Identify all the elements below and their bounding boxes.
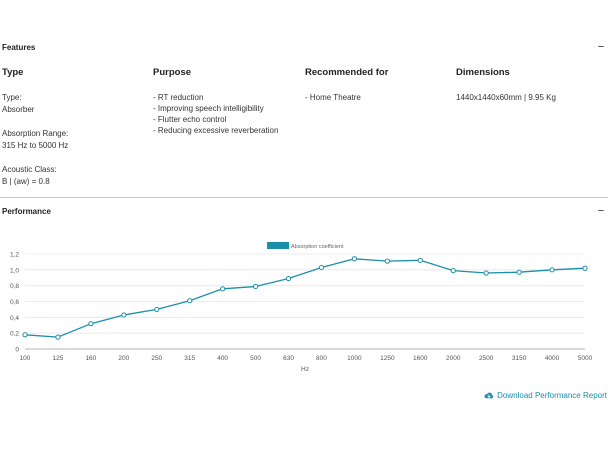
data-point [582, 265, 588, 271]
absorption-range-label: Absorption Range: [2, 129, 69, 138]
series-line [24, 258, 586, 338]
dimensions-value: 1440x1440x60mm | 9.95 Kg [456, 93, 556, 102]
data-point [483, 270, 489, 276]
x-tick-label: 4000 [545, 355, 560, 362]
type-heading: Type [2, 67, 24, 78]
data-point [55, 334, 61, 340]
x-axis-title: Hz [301, 366, 309, 373]
performance-collapse-toggle[interactable]: − [597, 205, 605, 217]
x-tick-label: 1000 [347, 355, 362, 362]
x-tick-label: 5000 [578, 355, 593, 362]
recommended-column: Recommended for - Home Theatre [305, 66, 455, 103]
recommended-item: - Home Theatre [305, 93, 361, 102]
y-tick-label: 0,6 [10, 299, 19, 306]
x-tick-label: 1600 [413, 355, 428, 362]
data-point [88, 321, 94, 327]
dimensions-column: Dimensions 1440x1440x60mm | 9.95 Kg [456, 66, 606, 103]
purpose-item: - Reducing excessive reverberation [153, 126, 279, 135]
y-tick-label: 0 [15, 347, 19, 354]
absorption-range-value: 315 Hz to 5000 Hz [2, 141, 69, 150]
performance-title: Performance [2, 206, 51, 216]
x-tick-label: 160 [85, 355, 96, 362]
y-tick-label: 1,0 [10, 267, 19, 274]
legend-swatch [267, 242, 289, 249]
acoustic-class-value: B | (aw) = 0.8 [2, 177, 50, 186]
x-tick-label: 200 [118, 355, 129, 362]
absorption-chart: 0 0,2 0,4 0,6 0,8 1,0 1,2 100 125 160 200 250 315 400… [10, 242, 593, 373]
type-value: Absorber [2, 105, 35, 114]
x-tick-label: 500 [250, 355, 261, 362]
data-point [187, 298, 193, 304]
recommended-heading: Recommended for [305, 67, 389, 78]
x-tick-label: 630 [283, 355, 294, 362]
features-header[interactable]: Features − [0, 35, 608, 59]
purpose-heading: Purpose [153, 67, 192, 78]
data-point [220, 286, 226, 292]
purpose-item: - RT reduction [153, 93, 204, 102]
x-tick-label: 800 [316, 355, 327, 362]
dimensions-heading: Dimensions [456, 67, 510, 78]
data-point [22, 332, 28, 338]
absorption-range-field: Absorption Range: 315 Hz to 5000 Hz [2, 128, 152, 152]
x-tick-label: 2500 [479, 355, 494, 362]
x-tick-label: 250 [151, 355, 162, 362]
x-tick-label: 400 [217, 355, 228, 362]
type-field: Type: Absorber [2, 92, 152, 116]
x-tick-label: 2000 [446, 355, 461, 362]
purpose-item: - Improving speech intelligibility [153, 104, 264, 113]
download-report-link[interactable]: Download Performance Report [484, 391, 607, 400]
performance-header[interactable]: Performance − [0, 199, 608, 223]
features-title: Features [2, 42, 36, 52]
type-label: Type: [2, 93, 22, 102]
x-tick-label: 100 [20, 355, 31, 362]
acoustic-class-field: Acoustic Class: B | (aw) = 0.8 [2, 164, 152, 188]
y-tick-label: 0,4 [10, 315, 19, 322]
x-tick-label: 125 [53, 355, 64, 362]
x-tick-label: 3150 [512, 355, 527, 362]
data-point [351, 256, 358, 262]
data-point [417, 257, 423, 263]
y-tick-label: 0,8 [10, 283, 19, 290]
y-tick-label: 0,2 [10, 331, 19, 338]
data-point [549, 267, 555, 273]
y-tick-label: 1,2 [10, 252, 19, 259]
x-tick-label: 1250 [380, 355, 395, 362]
data-point [285, 275, 292, 282]
purpose-item: - Flutter echo control [153, 115, 227, 124]
section-divider [0, 197, 608, 198]
data-point [450, 268, 456, 274]
type-column: Type Type: Absorber Absorption Range: 31… [2, 66, 152, 188]
data-point [384, 258, 390, 264]
data-point [121, 312, 127, 318]
data-point [516, 269, 522, 275]
legend-label: Absorption coefficient [291, 244, 344, 250]
x-tick-label: 315 [184, 355, 195, 362]
purpose-column: Purpose - RT reduction - Improving speec… [153, 66, 303, 136]
download-report-label: Download Performance Report [497, 391, 607, 400]
acoustic-class-label: Acoustic Class: [2, 165, 57, 174]
features-collapse-toggle[interactable]: − [597, 41, 605, 53]
cloud-download-icon [484, 392, 494, 398]
data-point [318, 264, 325, 271]
data-point [154, 306, 160, 313]
data-point [252, 283, 259, 290]
